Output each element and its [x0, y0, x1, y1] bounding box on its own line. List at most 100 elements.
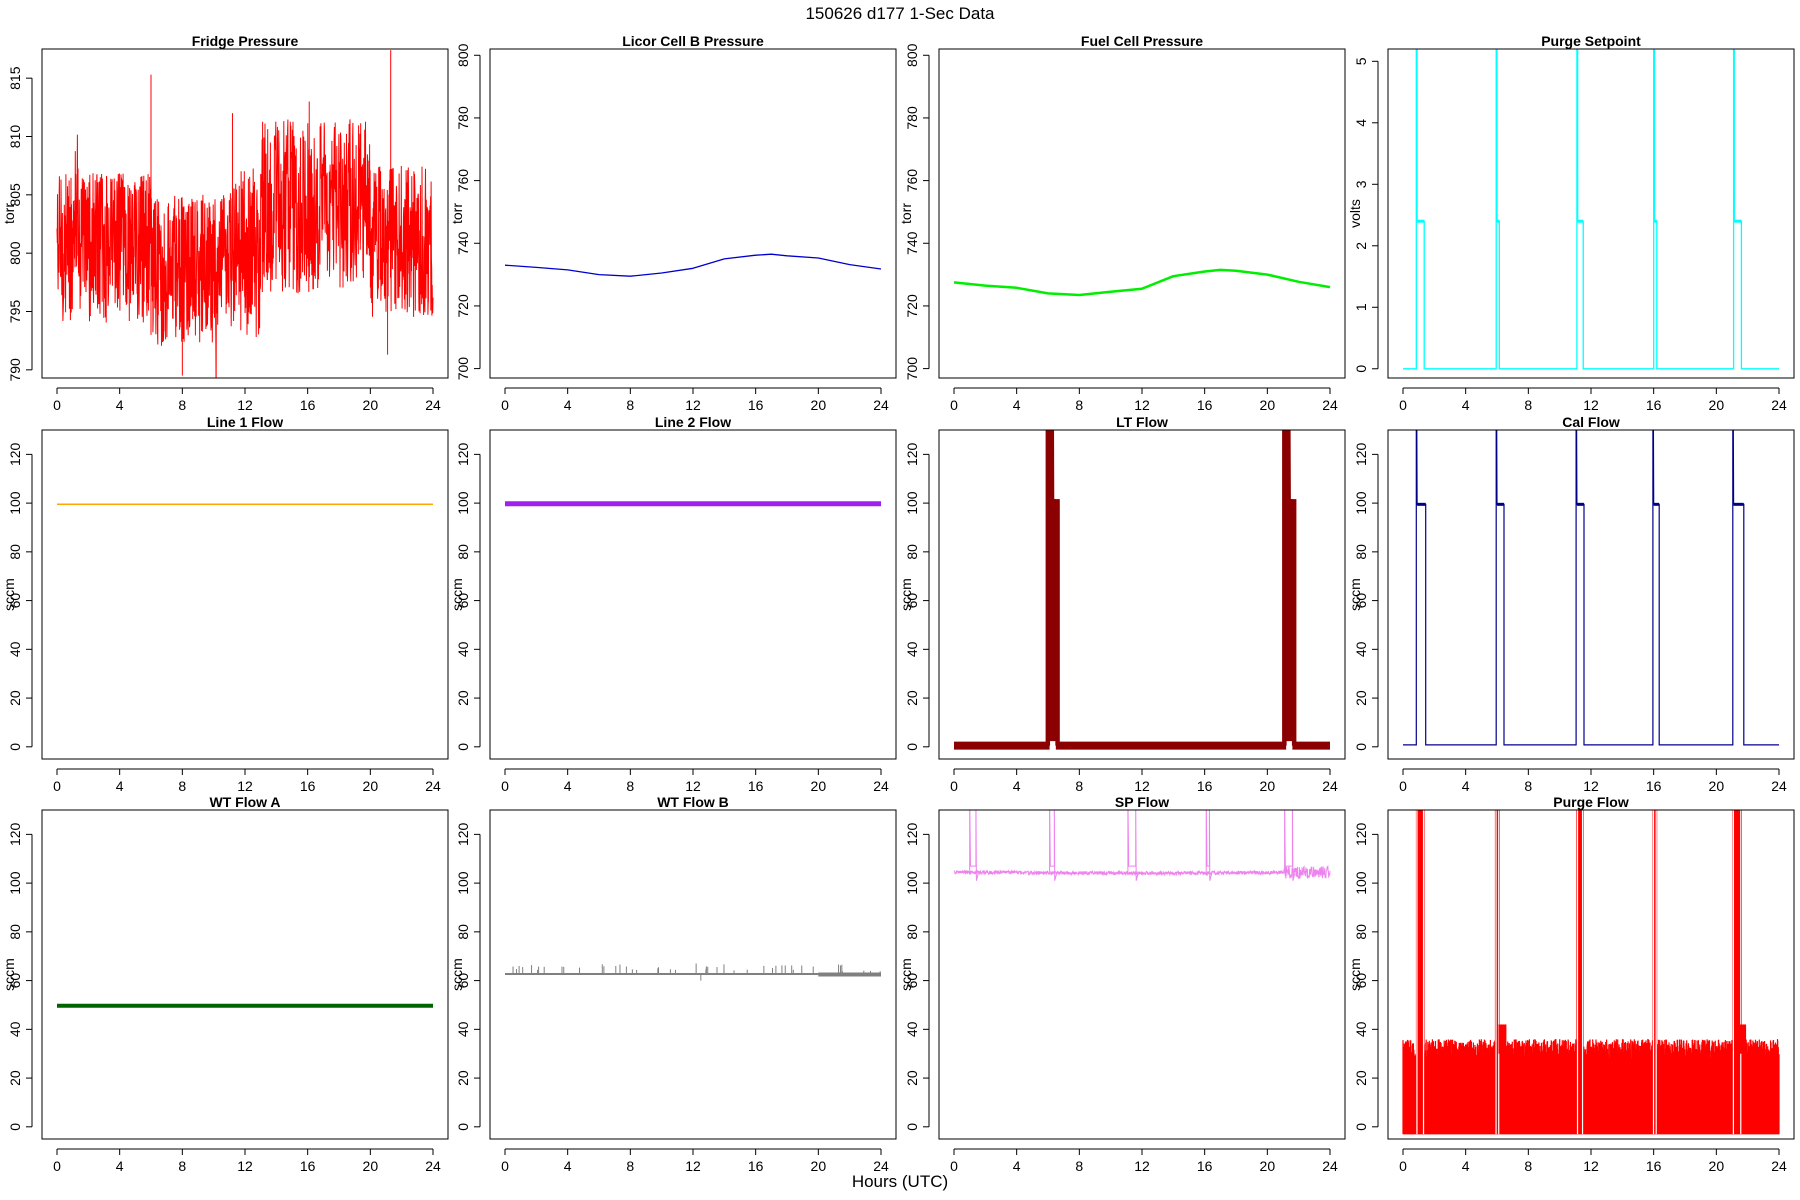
x-tick-label: 8 — [626, 397, 634, 413]
x-tick-label: 16 — [300, 1158, 316, 1174]
y-tick-label: 40 — [455, 1021, 471, 1037]
y-axis: 700 720 740 760 780 800 — [455, 43, 481, 380]
x-tick-label: 0 — [53, 397, 61, 413]
panel-line-2-flow: Line 2 Flow sccm 0 4 8 12 16 20 24 0 20 40 60 80 100 12… — [449, 414, 897, 794]
y-axis: 0 20 40 60 80 100 120 — [904, 442, 930, 751]
x-tick-label: 16 — [748, 1158, 764, 1174]
y-tick-label: 700 — [904, 357, 920, 381]
panel-title: Line 2 Flow — [655, 414, 731, 430]
plot-area — [953, 810, 1331, 881]
x-axis-label: Hours (UTC) — [852, 1172, 948, 1191]
y-tick-label: 80 — [7, 544, 23, 560]
y-tick-label: 740 — [455, 231, 471, 255]
x-tick-label: 4 — [116, 1158, 124, 1174]
x-axis: 0 4 8 12 16 20 24 — [53, 387, 441, 413]
y-tick-label: 0 — [455, 1123, 471, 1131]
y-tick-label: 0 — [1353, 743, 1369, 751]
y-tick-label: 60 — [7, 593, 23, 609]
y-tick-label: 60 — [904, 593, 920, 609]
x-tick-label: 24 — [1771, 397, 1787, 413]
y-axis: 0 20 40 60 80 100 120 — [904, 822, 930, 1131]
x-tick-label: 4 — [1013, 1158, 1021, 1174]
plot-frame — [938, 429, 1346, 760]
y-axis-label: torr — [1, 203, 17, 224]
y-tick-label: 20 — [904, 690, 920, 706]
y-tick-label: 0 — [1353, 365, 1369, 373]
y-tick-label: 60 — [1353, 973, 1369, 989]
y-tick-label: 100 — [1353, 491, 1369, 515]
plot-area — [56, 50, 434, 378]
plot-frame — [41, 429, 449, 760]
y-tick-label: 795 — [7, 300, 23, 324]
y-tick-label: 0 — [904, 1123, 920, 1131]
x-tick-label: 4 — [1462, 778, 1470, 794]
y-tick-label: 40 — [455, 641, 471, 657]
x-tick-label: 24 — [425, 1158, 441, 1174]
panel-fridge-pressure: Fridge Pressure torr 0 4 8 12 16 20 24 790 795 800 8… — [1, 33, 449, 413]
x-tick-label: 16 — [300, 778, 316, 794]
panel-title: Purge Flow — [1553, 794, 1629, 810]
data-line — [1403, 49, 1779, 370]
y-tick-label: 120 — [904, 442, 920, 466]
y-tick-label: 760 — [455, 169, 471, 193]
x-axis: 0 4 8 12 16 20 24 — [950, 387, 1338, 413]
y-tick-label: 40 — [7, 641, 23, 657]
y-axis-label: sccm — [1, 578, 17, 611]
x-tick-label: 20 — [363, 778, 379, 794]
panel-title: Purge Setpoint — [1541, 33, 1641, 49]
x-axis: 0 4 8 12 16 20 24 — [1399, 768, 1787, 794]
plot-area — [953, 268, 1331, 297]
y-tick-label: 1 — [1353, 303, 1369, 311]
x-axis: 0 4 8 12 16 20 24 — [950, 1148, 1338, 1174]
panel-cal-flow: Cal Flow sccm 0 4 8 12 16 20 24 0 20 40 60 80 100 120 — [1347, 414, 1795, 794]
y-tick-label: 100 — [7, 491, 23, 515]
y-tick-label: 760 — [904, 169, 920, 193]
y-axis: 0 20 40 60 80 100 120 — [1353, 442, 1379, 751]
x-tick-label: 12 — [685, 1158, 701, 1174]
x-tick-label: 24 — [873, 778, 889, 794]
x-tick-label: 0 — [501, 397, 509, 413]
y-tick-label: 780 — [455, 106, 471, 130]
y-axis: 790 795 800 805 810 815 — [7, 66, 33, 382]
plot-frame — [489, 809, 897, 1140]
x-tick-label: 24 — [873, 397, 889, 413]
data-line — [56, 119, 434, 378]
x-tick-label: 8 — [1075, 1158, 1083, 1174]
x-tick-label: 8 — [178, 778, 186, 794]
panel-lt-flow: LT Flow sccm 0 4 8 12 16 20 24 0 20 40 60 80 100 120 — [898, 414, 1346, 794]
y-tick-label: 815 — [7, 66, 23, 90]
panel-title: Line 1 Flow — [207, 414, 283, 430]
y-tick-label: 0 — [1353, 1123, 1369, 1131]
x-tick-label: 16 — [748, 397, 764, 413]
y-tick-label: 120 — [455, 822, 471, 846]
y-tick-label: 3 — [1353, 180, 1369, 188]
x-axis: 0 4 8 12 16 20 24 — [950, 768, 1338, 794]
panel-wt-flow-a: WT Flow A sccm 0 4 8 12 16 20 24 0 20 40 60 80 100 120 — [1, 794, 449, 1174]
data-line — [953, 864, 1331, 879]
y-axis: 0 1 2 3 4 5 — [1353, 57, 1379, 373]
data-line — [1403, 430, 1779, 746]
x-tick-label: 16 — [1197, 1158, 1213, 1174]
x-tick-label: 0 — [950, 1158, 958, 1174]
y-tick-label: 100 — [904, 491, 920, 515]
y-tick-label: 100 — [455, 491, 471, 515]
panel-title: Cal Flow — [1562, 414, 1620, 430]
y-tick-label: 790 — [7, 358, 23, 382]
y-tick-label: 60 — [455, 593, 471, 609]
y-tick-label: 120 — [904, 822, 920, 846]
y-axis-label: sccm — [898, 958, 914, 991]
x-tick-label: 0 — [1399, 397, 1407, 413]
x-tick-label: 4 — [1462, 1158, 1470, 1174]
y-axis-label: volts — [1347, 199, 1363, 228]
x-tick-label: 12 — [1134, 1158, 1150, 1174]
panel-purge-flow: Purge Flow sccm 0 4 8 12 16 20 24 0 20 40 60 80 100 120 — [1347, 794, 1795, 1174]
y-tick-label: 80 — [904, 924, 920, 940]
y-tick-label: 740 — [904, 231, 920, 255]
y-tick-label: 100 — [455, 871, 471, 895]
x-tick-label: 16 — [1197, 397, 1213, 413]
x-tick-label: 20 — [1709, 1158, 1725, 1174]
y-tick-label: 5 — [1353, 57, 1369, 65]
y-tick-label: 2 — [1353, 242, 1369, 250]
y-tick-label: 20 — [1353, 1070, 1369, 1086]
